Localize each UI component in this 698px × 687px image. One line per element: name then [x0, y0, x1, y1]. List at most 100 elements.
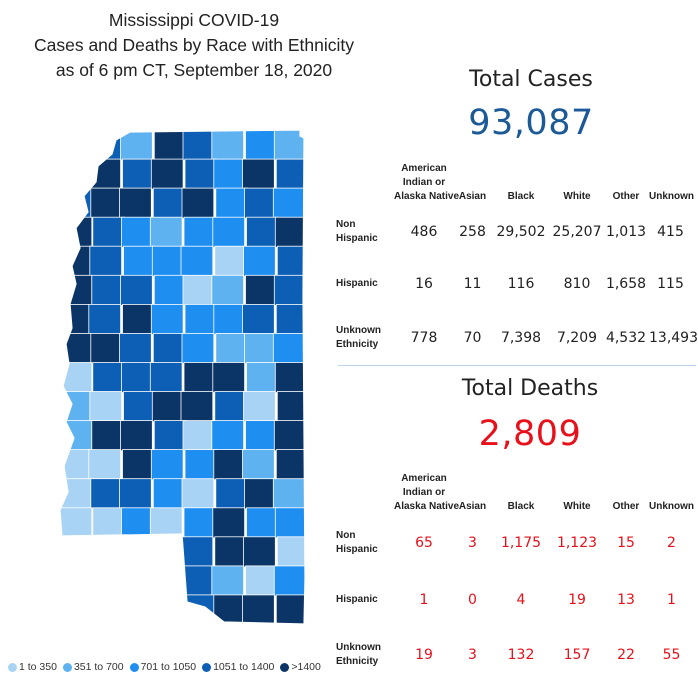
county-region — [152, 478, 186, 510]
county-region — [244, 332, 277, 364]
total-deaths-label: Total Deaths — [461, 376, 599, 401]
county-region — [149, 362, 183, 394]
county-region — [182, 130, 216, 161]
column-header-other: Other — [612, 191, 640, 202]
table-row: Non Hispanic 486 258 29,502 25,207 1,013 … — [336, 204, 692, 259]
table-cell: 3 — [468, 647, 477, 663]
county-region — [274, 362, 305, 394]
county-region — [276, 245, 305, 277]
column-header-black: Black — [507, 191, 535, 202]
legend-label: 701 to 1050 — [140, 661, 197, 673]
header-line: American — [401, 473, 447, 484]
title-line-3: as of 6 pm CT, September 18, 2020 — [55, 60, 333, 80]
legend-label: 1051 to 1400 — [213, 661, 275, 673]
county-region — [212, 507, 246, 539]
title-line-1: Mississippi COVID-19 — [108, 10, 280, 30]
row-label-line: Hispanic — [336, 593, 378, 605]
row-label-line: Unknown — [336, 325, 381, 336]
county-region — [121, 216, 154, 248]
corner-cell — [336, 464, 394, 514]
row-label: Unknown Ethnicity — [336, 309, 394, 367]
table-cell: 2 — [667, 535, 676, 551]
county-region — [91, 420, 124, 452]
table-cell: 70 — [463, 330, 482, 346]
county-region — [211, 274, 245, 306]
county-region — [119, 187, 152, 219]
county-region — [60, 303, 93, 335]
county-region — [90, 478, 123, 510]
column-header-black: Black — [507, 501, 535, 512]
table-cell: 415 — [657, 223, 684, 240]
county-region — [245, 274, 278, 306]
row-label: Hispanic — [336, 259, 394, 309]
cases-table: American Indian or Alaska Native Asian Bla… — [336, 154, 698, 367]
table-cell: 115 — [657, 276, 684, 292]
county-region — [242, 158, 275, 190]
legend-item: 1051 to 1400 — [202, 661, 274, 673]
county-region — [275, 449, 305, 481]
county-region — [211, 420, 245, 452]
county-region — [151, 245, 185, 277]
legend-dot-icon — [62, 662, 72, 672]
county-region — [89, 391, 122, 423]
county-region — [183, 507, 217, 539]
column-header-asian: Asian — [458, 191, 487, 202]
county-region — [211, 565, 245, 597]
column-header-white: White — [563, 501, 591, 512]
row-label: Unknown Ethnicity — [336, 627, 394, 683]
table-cell: 29,502 — [496, 223, 546, 240]
county-region — [214, 245, 248, 277]
table-cell: 778 — [410, 330, 438, 346]
table-row: Non Hispanic 65 3 1,175 1,123 15 2 — [336, 514, 694, 572]
table-cell: 1 — [667, 591, 676, 608]
county-region — [244, 478, 277, 510]
county-region — [245, 130, 278, 161]
county-region — [149, 507, 183, 539]
county-region — [120, 565, 153, 597]
header-line: Indian or — [402, 177, 446, 188]
county-region — [150, 594, 184, 624]
county-region — [120, 274, 153, 306]
county-region — [275, 158, 305, 190]
county-region — [60, 536, 93, 568]
county-region — [246, 507, 279, 539]
county-region — [122, 594, 155, 624]
column-header-asian: Asian — [458, 501, 487, 512]
county-region — [215, 187, 249, 219]
county-region — [150, 449, 184, 481]
county-region — [60, 158, 93, 190]
row-label-line: Non — [336, 530, 356, 541]
table-cell: 19 — [568, 591, 586, 608]
table-cell: 1 — [419, 591, 429, 608]
county-region — [273, 420, 305, 452]
row-label-line: Hispanic — [336, 278, 378, 289]
county-region — [242, 449, 275, 481]
table-cell: 4 — [516, 591, 526, 608]
county-region — [184, 303, 218, 335]
county-region — [181, 332, 215, 364]
corner-cell — [336, 154, 394, 204]
county-region — [274, 216, 305, 248]
county-region — [60, 565, 93, 597]
header-line: Alaska Native — [394, 191, 460, 202]
county-region — [273, 565, 305, 597]
total-cases-label: Total Cases — [469, 67, 593, 92]
table-cell: 16 — [415, 276, 433, 292]
legend-label: >1400 — [291, 661, 321, 673]
county-region — [246, 362, 279, 394]
table-cell: 7,209 — [556, 330, 598, 346]
county-region — [214, 536, 248, 568]
county-region — [121, 362, 154, 394]
county-region — [153, 274, 187, 306]
county-region — [184, 158, 218, 190]
county-region — [123, 391, 156, 423]
row-label: Hispanic — [336, 572, 394, 627]
total-cases-value: 93,087 — [468, 103, 594, 143]
county-region — [181, 187, 215, 219]
row-label-line: Hispanic — [336, 544, 378, 555]
row-label: Non Hispanic — [336, 514, 394, 572]
county-region — [89, 536, 122, 568]
county-region — [92, 507, 125, 539]
county-region — [91, 130, 124, 161]
total-deaths-value: 2,809 — [478, 414, 582, 454]
